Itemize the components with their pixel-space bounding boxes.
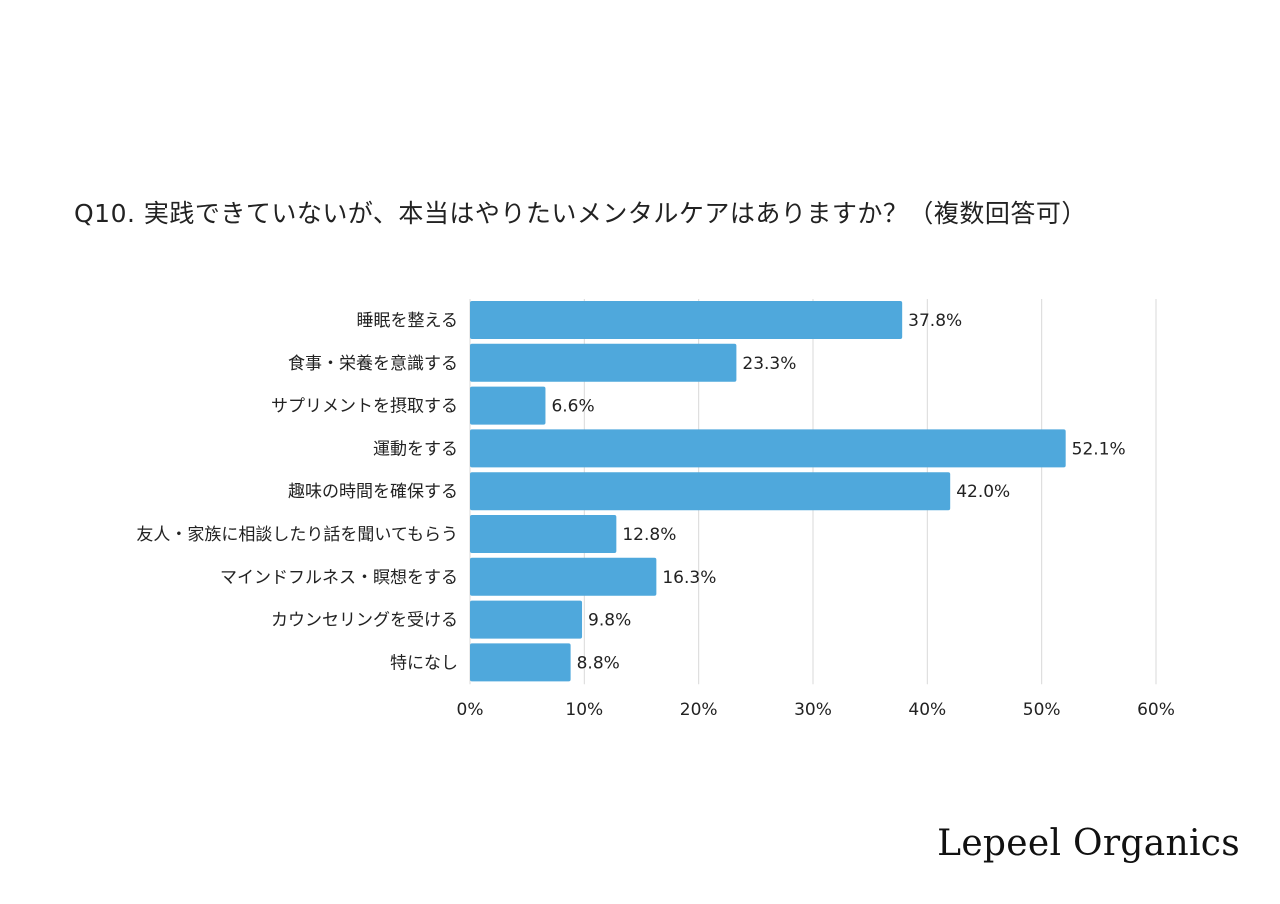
brand-logo: Lepeel Organics (937, 823, 1240, 864)
bar (470, 643, 571, 682)
category-label: 友人・家族に相談したり話を聞いてもらう (136, 525, 458, 545)
category-label: 趣味の時間を確保する (288, 482, 458, 502)
category-label: 睡眠を整える (357, 311, 459, 331)
x-tick-label: 50% (1023, 700, 1061, 720)
data-label: 12.8% (622, 525, 676, 545)
bar (470, 429, 1066, 468)
data-label: 52.1% (1072, 439, 1126, 459)
bar (470, 600, 583, 639)
bar (470, 515, 617, 553)
x-tick-label: 0% (457, 700, 484, 720)
x-tick-label: 60% (1137, 700, 1175, 720)
data-label: 23.3% (742, 354, 796, 374)
bar (470, 343, 737, 382)
data-label: 37.8% (908, 311, 962, 331)
category-label: カウンセリングを受ける (271, 611, 458, 631)
bar (470, 557, 657, 596)
x-tick-label: 30% (794, 700, 832, 720)
category-label: マインドフルネス・瞑想をする (220, 568, 458, 588)
x-tick-label: 20% (680, 700, 718, 720)
data-label: 16.3% (662, 568, 716, 588)
bar (470, 386, 546, 425)
category-label: 運動をする (373, 439, 458, 459)
data-label: 8.8% (577, 653, 620, 673)
bar (470, 301, 903, 339)
data-label: 6.6% (551, 397, 594, 417)
category-label: 特になし (390, 653, 458, 673)
x-tick-label: 10% (565, 700, 603, 720)
data-label: 9.8% (588, 611, 631, 631)
bar (470, 472, 951, 511)
x-tick-label: 40% (908, 700, 946, 720)
category-label: 食事・栄養を意識する (288, 354, 458, 374)
chart-title: Q10. 実践できていないが、本当はやりたいメンタルケアはありますか？（複数回答… (74, 199, 1087, 228)
data-label: 42.0% (956, 482, 1010, 502)
category-label: サプリメントを摂取する (271, 397, 458, 417)
